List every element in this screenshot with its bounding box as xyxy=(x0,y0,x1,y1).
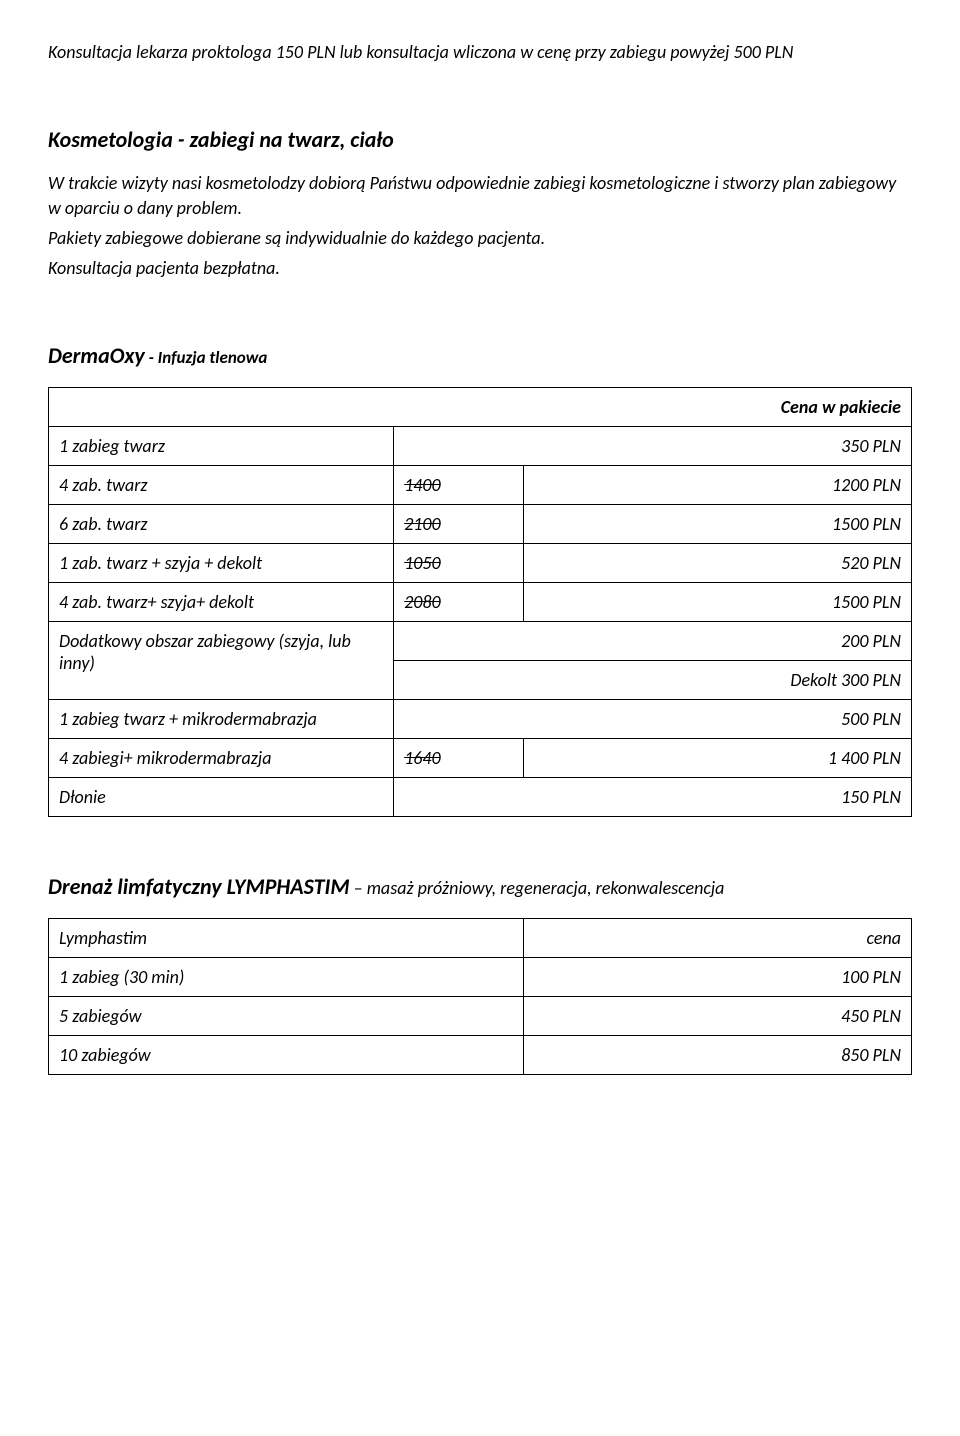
dermaoxy-heading-sub: - Infuzja tlenowa xyxy=(145,347,268,368)
dermaoxy-table: Cena w pakiecie 1 zabieg twarz 350 PLN 4… xyxy=(48,387,912,817)
cell-label: 1 zabieg (30 min) xyxy=(49,958,524,997)
cell-price: 350 PLN xyxy=(394,427,912,466)
table-row: 6 zab. twarz 2100 1500 PLN xyxy=(49,505,912,544)
table-row: Dłonie 150 PLN xyxy=(49,778,912,817)
cell-price: Dekolt 300 PLN xyxy=(394,661,912,700)
lymph-heading-sub: – masaż próżniowy, regeneracja, rekonwal… xyxy=(350,877,725,899)
kosmetologia-p3: Konsultacja pacjenta bezpłatna. xyxy=(48,256,912,280)
table-row: Dodatkowy obszar zabiegowy (szyja, lub i… xyxy=(49,622,912,661)
table-row: 4 zab. twarz+ szyja+ dekolt 2080 1500 PL… xyxy=(49,583,912,622)
table-row: 10 zabiegów 850 PLN xyxy=(49,1036,912,1075)
cell-price: 1500 PLN xyxy=(523,505,911,544)
header-price: cena xyxy=(523,919,911,958)
cell-label: 1 zabieg twarz + mikrodermabrazja xyxy=(49,700,394,739)
cell-price: 500 PLN xyxy=(394,700,912,739)
dermaoxy-heading-main: DermaOxy xyxy=(48,342,145,369)
kosmetologia-p2: Pakiety zabiegowe dobierane są indywidua… xyxy=(48,226,912,250)
cell-price: 1500 PLN xyxy=(523,583,911,622)
table-header-row: Lymphastim cena xyxy=(49,919,912,958)
cell-price: 100 PLN xyxy=(523,958,911,997)
cell-label: 6 zab. twarz xyxy=(49,505,394,544)
table-header-row: Cena w pakiecie xyxy=(49,388,912,427)
table-row: 1 zabieg twarz + mikrodermabrazja 500 PL… xyxy=(49,700,912,739)
cell-label: 4 zab. twarz xyxy=(49,466,394,505)
old-price: 1400 xyxy=(404,474,441,496)
cell-price: 850 PLN xyxy=(523,1036,911,1075)
table-row: 1 zab. twarz + szyja + dekolt 1050 520 P… xyxy=(49,544,912,583)
cell-old: 1400 xyxy=(394,466,523,505)
cell-price: 1 400 PLN xyxy=(523,739,911,778)
cell-price: 1200 PLN xyxy=(523,466,911,505)
table-row: 5 zabiegów 450 PLN xyxy=(49,997,912,1036)
kosmetologia-p1: W trakcie wizyty nasi kosmetolodzy dobio… xyxy=(48,171,912,220)
cell-price: 200 PLN xyxy=(394,622,912,661)
lymph-heading: Drenaż limfatyczny LYMPHASTIM – masaż pr… xyxy=(48,873,912,900)
cell-label: Dłonie xyxy=(49,778,394,817)
cell-label: 5 zabiegów xyxy=(49,997,524,1036)
kosmetologia-heading: Kosmetologia - zabiegi na twarz, ciało xyxy=(48,126,912,153)
dermaoxy-heading: DermaOxy - Infuzja tlenowa xyxy=(48,342,912,369)
old-price: 2100 xyxy=(404,513,441,535)
cell-price: 450 PLN xyxy=(523,997,911,1036)
cell-label: 10 zabiegów xyxy=(49,1036,524,1075)
cell-label: Dodatkowy obszar zabiegowy (szyja, lub i… xyxy=(49,622,394,700)
cell-price: 150 PLN xyxy=(394,778,912,817)
cell-old: 1050 xyxy=(394,544,523,583)
old-price: 2080 xyxy=(404,591,441,613)
cell-label: 4 zab. twarz+ szyja+ dekolt xyxy=(49,583,394,622)
cell-old: 2080 xyxy=(394,583,523,622)
old-price: 1050 xyxy=(404,552,441,574)
cell-label: 4 zabiegi+ mikrodermabrazja xyxy=(49,739,394,778)
table-row: 1 zabieg twarz 350 PLN xyxy=(49,427,912,466)
header-label: Lymphastim xyxy=(49,919,524,958)
table-row: 4 zab. twarz 1400 1200 PLN xyxy=(49,466,912,505)
cell-old: 1640 xyxy=(394,739,523,778)
cell-old: 2100 xyxy=(394,505,523,544)
header-price: Cena w pakiecie xyxy=(49,388,912,427)
table-row: 1 zabieg (30 min) 100 PLN xyxy=(49,958,912,997)
cell-label: 1 zab. twarz + szyja + dekolt xyxy=(49,544,394,583)
lymph-heading-main: Drenaż limfatyczny LYMPHASTIM xyxy=(48,873,350,900)
old-price: 1640 xyxy=(404,747,441,769)
table-row: 4 zabiegi+ mikrodermabrazja 1640 1 400 P… xyxy=(49,739,912,778)
lymph-table: Lymphastim cena 1 zabieg (30 min) 100 PL… xyxy=(48,918,912,1075)
cell-label: 1 zabieg twarz xyxy=(49,427,394,466)
intro-paragraph: Konsultacja lekarza proktologa 150 PLN l… xyxy=(48,40,912,64)
cell-price: 520 PLN xyxy=(523,544,911,583)
